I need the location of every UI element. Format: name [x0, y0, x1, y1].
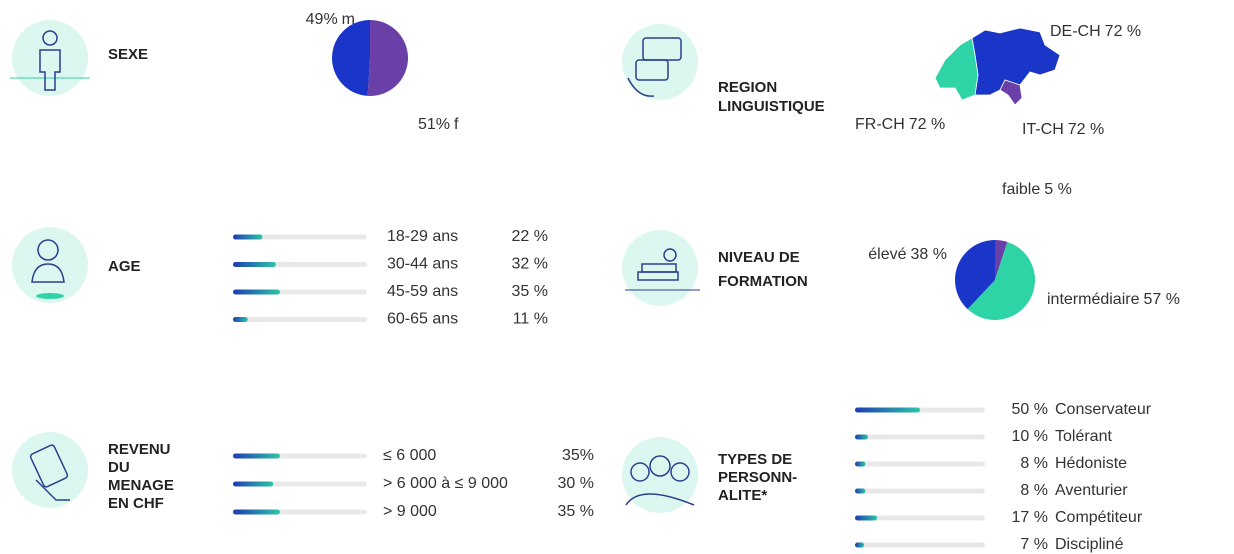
bar-category: Discipliné [1055, 536, 1124, 553]
label-part: 38 % [911, 246, 947, 263]
bar-value: 8 % [1020, 482, 1048, 499]
label-part: 5 % [1044, 181, 1072, 198]
label-part: 57 % [1143, 291, 1179, 308]
bar [233, 262, 276, 267]
bar-value: 50 % [1012, 401, 1048, 418]
label-part: IT-CH [1022, 121, 1064, 138]
section-title: AGE [108, 258, 141, 275]
bar-category: 18-29 ans [387, 228, 458, 245]
bar [233, 509, 280, 515]
data-label: 49% m [306, 11, 355, 28]
bar-value: 17 % [1012, 509, 1048, 526]
map-region [999, 79, 1023, 106]
bar-value: 35 % [558, 503, 594, 520]
section-title: DU [108, 459, 130, 476]
pie-slice [995, 240, 1008, 280]
data-label: IT-CH 72 % [1022, 121, 1104, 138]
bar-track [233, 234, 367, 240]
icon-region [622, 24, 698, 100]
pie-slice [954, 240, 995, 310]
bar-track [855, 434, 985, 440]
map-region [934, 37, 979, 101]
bar-track [855, 461, 985, 467]
bar [233, 234, 263, 240]
bar-value: 11 % [513, 311, 548, 328]
bar-category: Tolérant [1055, 428, 1112, 445]
bar-value: 35% [562, 447, 594, 464]
bar [855, 434, 868, 440]
bar [855, 461, 866, 467]
data-label: 51% f [418, 116, 459, 133]
label-part: DE-CH [1050, 23, 1101, 40]
bar-value: 30 % [558, 475, 594, 492]
label-part: f [454, 116, 459, 133]
bar [233, 453, 280, 459]
bar [233, 317, 248, 322]
bar-category: Conservateur [1055, 401, 1152, 418]
bar-category: 30-44 ans [387, 256, 458, 273]
data-label: FR-CH 72 % [855, 116, 945, 133]
section-title: MENAGE [108, 477, 174, 494]
section-title: SEXE [108, 46, 148, 63]
icon-personnalite [622, 437, 698, 513]
bar [233, 481, 274, 487]
bar-value: 32 % [512, 256, 548, 273]
pie-slice [332, 20, 370, 96]
bar-value: 7 % [1020, 536, 1048, 553]
icon-revenu [12, 432, 88, 508]
label-part: élevé [868, 246, 906, 263]
bar-category: Compétiteur [1055, 509, 1143, 526]
icon-sexe [10, 20, 90, 96]
bar-value: 35 % [512, 283, 548, 300]
section-title: REGION [718, 79, 777, 96]
bar [855, 488, 866, 494]
label-part: intermédiaire [1047, 291, 1140, 308]
label-part: 51% [418, 116, 450, 133]
pie-slice [367, 20, 409, 96]
label-part: 49% [306, 11, 338, 28]
label-part: m [342, 11, 355, 28]
section-title: EN CHF [108, 495, 164, 512]
bar [855, 542, 865, 548]
bar-category: > 6 000 à ≤ 9 000 [383, 475, 508, 492]
bar [855, 515, 878, 521]
data-label: DE-CH 72 % [1050, 23, 1141, 40]
icon-formation [622, 230, 700, 306]
bar-category: > 9 000 [383, 503, 437, 520]
data-label: faible 5 % [1002, 181, 1072, 198]
section-title: FORMATION [718, 273, 808, 290]
label-part: faible [1002, 181, 1040, 198]
bar [855, 407, 920, 413]
bar-value: 8 % [1020, 455, 1048, 472]
section-title: ALITE* [718, 487, 767, 504]
section-title: NIVEAU DE [718, 249, 800, 266]
bar-track [855, 542, 985, 548]
bar [233, 289, 280, 295]
data-label: intermédiaire 57 % [1047, 291, 1180, 308]
bar-category: 45-59 ans [387, 283, 458, 300]
bar-category: 60-65 ans [387, 311, 458, 328]
label-part: FR-CH [855, 116, 905, 133]
bar-track [855, 488, 985, 494]
label-part: 72 % [1105, 23, 1141, 40]
bar-track [233, 317, 367, 322]
section-title: PERSONN- [718, 469, 797, 486]
bar-value: 22 % [512, 228, 548, 245]
section-title: LINGUISTIQUE [718, 98, 825, 115]
icon-age [12, 227, 88, 303]
pie-slice [967, 241, 1035, 320]
bar-category: Aventurier [1055, 482, 1128, 499]
data-label: élevé 38 % [868, 246, 947, 263]
label-part: 72 % [909, 116, 945, 133]
label-part: 72 % [1068, 121, 1104, 138]
bar-category: Hédoniste [1055, 455, 1127, 472]
bar-value: 10 % [1012, 428, 1048, 445]
section-title: REVENU [108, 441, 171, 458]
section-title: TYPES DE [718, 451, 792, 468]
bar-category: ≤ 6 000 [383, 447, 436, 464]
bar-track [855, 515, 985, 521]
